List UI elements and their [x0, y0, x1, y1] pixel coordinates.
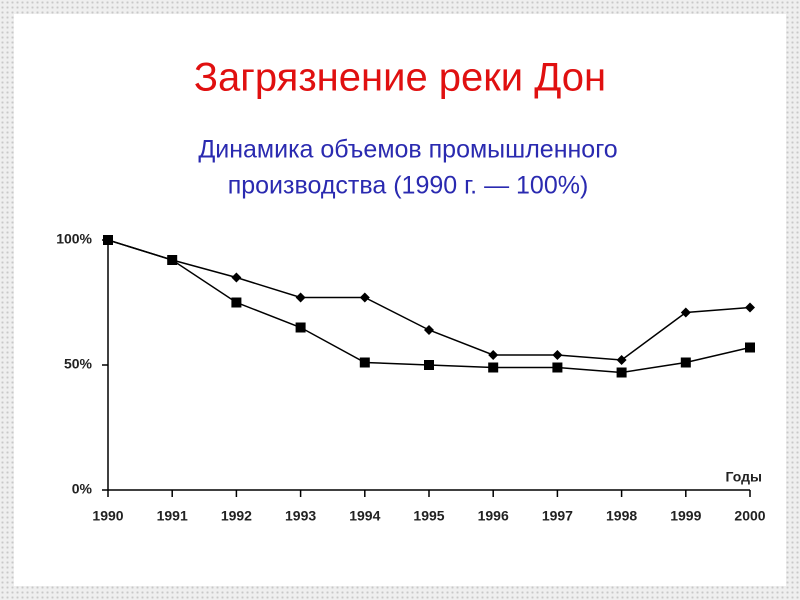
data-point: [552, 350, 563, 360]
data-point: [680, 307, 691, 318]
data-point: [295, 292, 306, 303]
data-point: [359, 357, 370, 368]
y-tick-label: 100%: [56, 231, 92, 247]
data-point: [616, 367, 627, 378]
x-tick-label: 1997: [542, 508, 573, 524]
data-point: [745, 342, 755, 353]
chart-subtitle: производства (1990 г. — 100%): [228, 172, 589, 200]
data-point: [424, 325, 434, 335]
data-point: [167, 255, 178, 265]
x-tick-label: 1999: [670, 508, 701, 524]
data-point: [552, 362, 563, 373]
data-point: [745, 302, 755, 313]
data-point: [359, 292, 370, 303]
chart-title: Загрязнение реки Дон: [194, 56, 606, 100]
data-point: [295, 322, 306, 333]
data-point: [488, 350, 499, 360]
x-tick-label: 1992: [221, 508, 252, 524]
x-tick-label: 1991: [157, 508, 188, 524]
x-tick-label: 2000: [734, 508, 765, 524]
data-point: [231, 272, 242, 283]
data-point: [231, 297, 242, 308]
x-tick-label: 1990: [92, 508, 123, 524]
x-tick-label: 1993: [285, 508, 316, 524]
data-point: [424, 360, 434, 370]
x-axis-label: Годы: [726, 469, 762, 485]
x-tick-label: 1994: [349, 508, 380, 524]
data-point: [488, 362, 499, 373]
chart-subtitle: Динамика объемов промышленного: [198, 136, 617, 164]
y-tick-label: 0%: [72, 481, 93, 497]
x-tick-label: 1998: [606, 508, 637, 524]
data-point: [103, 235, 113, 245]
slide-panel: [14, 14, 786, 586]
data-point: [680, 357, 691, 368]
x-tick-label: 1995: [413, 508, 444, 524]
data-point: [616, 355, 627, 365]
y-tick-label: 50%: [64, 356, 93, 372]
x-tick-label: 1996: [478, 508, 509, 524]
